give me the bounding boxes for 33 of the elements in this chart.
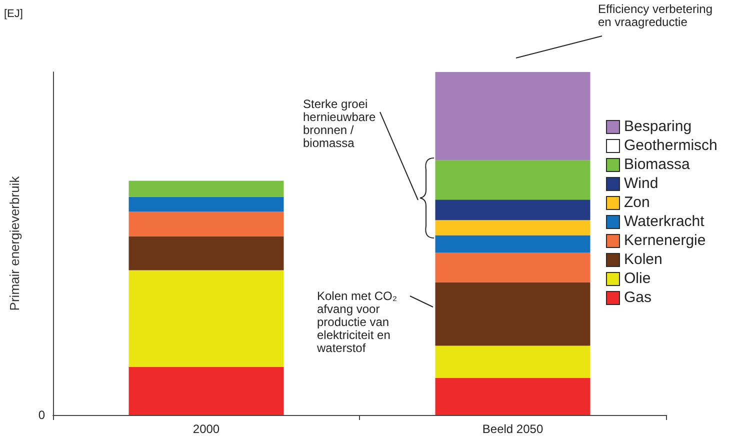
legend-label: Waterkracht (624, 213, 704, 230)
legend-label: Gas (624, 289, 652, 306)
legend-label: Wind (624, 175, 658, 192)
text: Efficiency verbetering en vraagreductie (598, 2, 714, 29)
annotation: Sterke groei hernieuwbare bronnen / biomassa (303, 97, 377, 150)
bar (435, 235, 590, 253)
y-axis-title: Primair energieverbruik (7, 176, 22, 311)
legend-label: Geothermisch (624, 137, 718, 154)
legend-label: Zon (624, 194, 650, 211)
legend-label: Kernenergie (624, 232, 706, 249)
bar (128, 212, 284, 236)
bar (435, 378, 590, 415)
x-tick-label: 2000 (192, 422, 220, 436)
bar (128, 196, 284, 212)
bar (435, 252, 590, 282)
legend-label: Biomassa (624, 156, 690, 173)
bar (435, 72, 590, 160)
bar (128, 366, 284, 415)
legend-label: Olie (624, 270, 651, 287)
bar (435, 346, 590, 378)
annotation: Kolen met CO₂ afvang voor productie van elektriciteit en waterstof (317, 289, 398, 355)
legend-label: Besparing (624, 118, 692, 135)
bar (435, 160, 590, 200)
legend-label: Kolen (624, 251, 662, 268)
bar (435, 220, 590, 236)
bar (435, 282, 590, 346)
x-tick-label: Beeld 2050 (482, 422, 544, 436)
bar (128, 270, 284, 367)
bar (128, 180, 284, 197)
bar (128, 236, 284, 270)
text: [EJ] (4, 8, 23, 21)
bar (435, 200, 590, 220)
text: 0 (38, 408, 46, 422)
